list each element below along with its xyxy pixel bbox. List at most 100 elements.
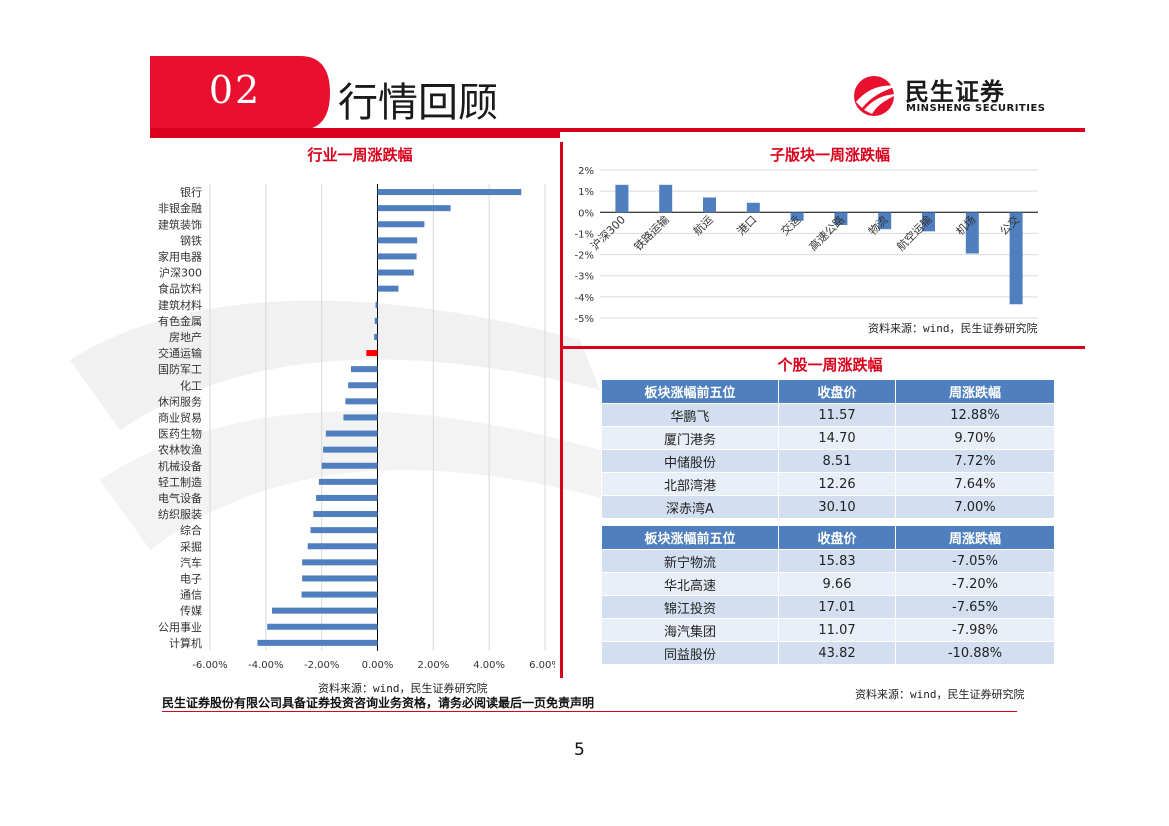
table-spacer: [601, 518, 1055, 526]
bar: [301, 591, 378, 598]
table-cell: -7.98%: [895, 618, 1055, 642]
table-cell: 华北高速: [601, 572, 779, 596]
x-tick-label: -4.00%: [248, 660, 283, 671]
panel-divider-horizontal: [563, 346, 1085, 349]
table-row: 同益股份 43.82 -10.88%: [601, 641, 1055, 665]
category-label: 采掘: [180, 539, 202, 553]
bar: [321, 462, 378, 469]
category-label: 轻工制造: [158, 475, 202, 489]
bar: [316, 494, 378, 501]
table-header-row: 板块涨幅前五位 收盘价 周涨跌幅: [601, 379, 1055, 404]
bar: [307, 543, 378, 550]
panel-divider-vertical: [560, 142, 563, 678]
category-label: 商业贸易: [158, 410, 202, 424]
y-tick-label: -2%: [575, 251, 594, 262]
category-label: 休闲服务: [158, 394, 202, 408]
y-tick-label: 2%: [578, 166, 594, 177]
table-cell: 北部湾港: [601, 472, 779, 496]
table-spacer-cell: [601, 518, 1055, 526]
category-label: 银行: [180, 185, 202, 199]
y-tick-label: -3%: [575, 272, 594, 283]
category-label: 航运: [690, 213, 715, 238]
table-row: 新宁物流 15.83 -7.05%: [601, 549, 1055, 573]
x-tick-label: -6.00%: [192, 660, 227, 671]
footer-divider: [162, 711, 1017, 712]
category-label: 电子: [180, 572, 202, 585]
page-number: 5: [574, 740, 585, 760]
table-cell: 厦门港务: [601, 426, 779, 450]
x-tick-label: 2.00%: [417, 660, 449, 671]
table-cell: 锦江投资: [601, 595, 779, 619]
bar: [345, 398, 378, 405]
table-cell: 12.88%: [895, 403, 1055, 427]
bar: [965, 212, 979, 254]
bar: [1009, 212, 1023, 305]
y-tick-label: 1%: [578, 187, 594, 198]
table-row: 锦江投资 17.01 -7.65%: [601, 595, 1055, 619]
bar: [377, 205, 451, 212]
bar: [302, 559, 378, 566]
disclaimer: 民生证券股份有限公司具备证券投资咨询业务资格，请务必阅读最后一页免责声明: [162, 696, 595, 710]
bar: [267, 623, 378, 630]
header-divider-thick: [150, 132, 560, 138]
table-cell: 深赤湾A: [601, 495, 779, 519]
header-divider: [150, 128, 1085, 132]
table-cell: 11.57: [778, 403, 896, 427]
table-cell: 12.26: [778, 472, 896, 496]
bar: [377, 237, 418, 244]
bar: [878, 212, 892, 230]
bar: [834, 212, 848, 225]
table-header-cell: 板块涨幅前五位: [601, 525, 779, 550]
section-number: 02: [208, 68, 262, 112]
table-row: 北部湾港 12.26 7.64%: [601, 472, 1055, 496]
table-header-row: 板块涨幅前五位 收盘价 周涨跌幅: [601, 525, 1055, 550]
subsector-bar-chart: 2%1%0%-1%-2%-3%-4%-5%沪深300 铁路运输 航运 港口 交运 高速公路…: [575, 166, 1038, 325]
y-tick-label: 0%: [578, 208, 594, 219]
table-cell: -7.05%: [895, 549, 1055, 573]
category-label: 钢铁: [180, 234, 202, 247]
bar: [348, 382, 378, 389]
table-cell: 7.72%: [895, 449, 1055, 473]
x-tick-label: -2.00%: [304, 660, 339, 671]
category-label: 电气设备: [158, 491, 202, 505]
page-title: 行情回顾: [338, 80, 498, 126]
table-cell: 9.70%: [895, 426, 1055, 450]
category-label: 传媒: [180, 605, 202, 618]
category-label: 建筑装饰: [158, 217, 202, 231]
category-label: 化工: [180, 378, 202, 392]
category-label: 汽车: [180, 555, 202, 569]
table-cell: -10.88%: [895, 641, 1055, 665]
bar: [323, 446, 378, 453]
category-label: 有色金属: [158, 314, 202, 328]
table-cell: 新宁物流: [601, 549, 779, 573]
bar: [615, 184, 629, 213]
category-label: 食品饮料: [158, 282, 202, 296]
bar: [375, 301, 378, 308]
logo-text-cn: 民生证券: [905, 78, 1005, 106]
category-label: 房地产: [169, 330, 202, 344]
table-cell: -7.20%: [895, 572, 1055, 596]
bar: [271, 607, 378, 614]
bar: [377, 285, 399, 292]
bar: [343, 414, 378, 421]
category-label: 计算机: [169, 636, 202, 650]
bar: [374, 317, 378, 324]
minsheng-logo-icon: [854, 76, 898, 116]
table-cell: 华鹏飞: [601, 403, 779, 427]
table-cell: 9.66: [778, 572, 896, 596]
bar: [377, 269, 414, 276]
category-label: 交通运输: [158, 346, 202, 360]
table-cell: 11.07: [778, 618, 896, 642]
category-label: 农林牧渔: [158, 443, 202, 457]
bar: [377, 189, 522, 196]
table-row: 华鹏飞 11.57 12.88%: [601, 403, 1055, 427]
x-tick-label: 4.00%: [473, 660, 505, 671]
table-cell: 14.70: [778, 426, 896, 450]
bar: [302, 575, 378, 582]
bar: [377, 221, 425, 228]
bar: [377, 253, 417, 260]
category-label: 家用电器: [158, 249, 202, 263]
bar: [922, 212, 935, 232]
table-cell: 17.01: [778, 595, 896, 619]
table-cell: 30.10: [778, 495, 896, 519]
